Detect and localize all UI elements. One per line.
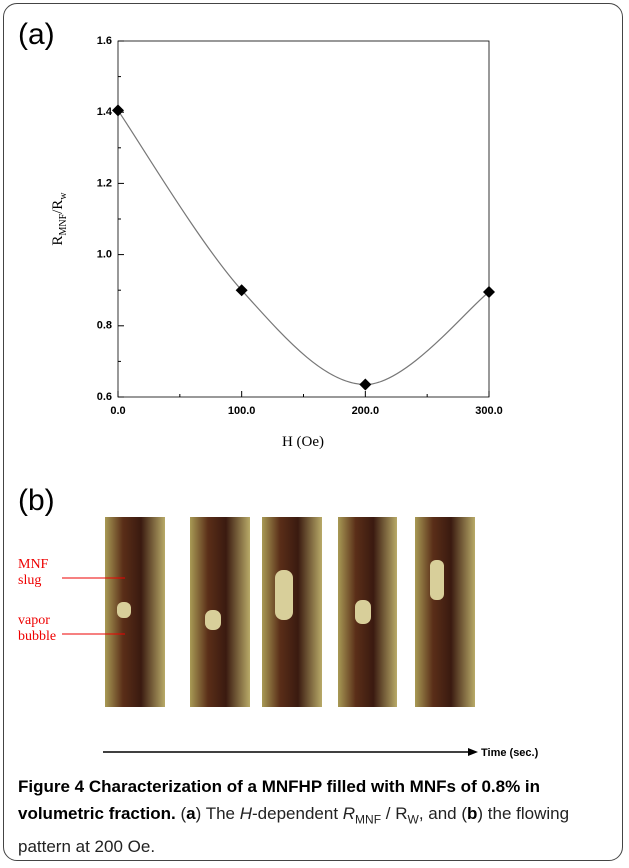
- caption-run: -dependent: [252, 804, 343, 823]
- bubble: [355, 600, 371, 624]
- bubble: [430, 560, 444, 600]
- figure-frame: [3, 3, 623, 861]
- caption-run: , and (: [418, 804, 468, 823]
- arrow-head: [468, 748, 478, 756]
- photo: [190, 517, 250, 707]
- photo: [415, 517, 475, 707]
- x-tick-label: 300.0: [475, 405, 503, 417]
- caption-run: ) The: [195, 804, 240, 823]
- data-point: [235, 284, 248, 297]
- annotation-box: MNF slug: [18, 557, 49, 588]
- y-label-part: w: [58, 192, 69, 200]
- time-label: Time (sec.): [481, 747, 539, 759]
- caption-run: MNF: [355, 812, 382, 827]
- caption-run: H: [239, 804, 253, 823]
- y-label-part: MNF: [58, 213, 69, 235]
- x-axis-label: H (Oe): [282, 434, 324, 450]
- y-tick-label: 1.2: [97, 177, 112, 189]
- bubble: [117, 602, 131, 618]
- data-point: [359, 378, 372, 391]
- x-tick-label: 0.0: [110, 405, 125, 417]
- caption-title: Figure 4 Characterization of a MNFHP fil…: [18, 777, 541, 823]
- photo: [105, 517, 165, 707]
- y-tick-label: 1.4: [97, 106, 113, 118]
- y-label-part: /R: [50, 200, 66, 214]
- caption-run: R: [342, 804, 356, 823]
- data-point: [112, 104, 124, 117]
- x-tick-label: 200.0: [352, 405, 380, 417]
- plot-frame: [117, 40, 490, 398]
- caption-run: ) the flowing pattern at 200 Oe.: [18, 804, 570, 857]
- photos: [105, 517, 475, 707]
- fit-curve: [117, 110, 490, 386]
- caption-run: / R: [381, 804, 408, 823]
- panel-label: (b): [18, 484, 55, 517]
- caption-run: b: [467, 804, 478, 823]
- caption-run: (: [180, 804, 187, 823]
- data-point: [483, 285, 495, 298]
- figure: (a) H (Oe) RMNF/Rw (b) MNF slug vapor bu…: [18, 18, 539, 759]
- bubble: [275, 570, 293, 620]
- bubble: [205, 610, 221, 630]
- y-tick-label: 0.8: [97, 320, 112, 332]
- y-label-part: R: [50, 236, 66, 246]
- annotation: vapor bubble: [18, 613, 57, 644]
- y-axis-label: RMNF/Rw: [50, 192, 69, 246]
- y-tick-label: 1.6: [97, 35, 112, 47]
- annotation-box: vapor bubble: [18, 613, 57, 644]
- caption-body: (a) The H-dependent RMNF / RW, and (b) t…: [18, 804, 569, 856]
- annotation: MNF slug: [18, 557, 49, 588]
- caption-run: W: [407, 812, 419, 827]
- caption: Figure 4 Characterization of a MNFHP fil…: [18, 773, 613, 860]
- x-tick-label: 100.0: [228, 405, 256, 417]
- panel-label: (a): [18, 18, 55, 51]
- caption-run: a: [186, 804, 196, 823]
- y-tick-label: 1.0: [97, 249, 112, 261]
- y-tick-label: 0.6: [97, 391, 112, 403]
